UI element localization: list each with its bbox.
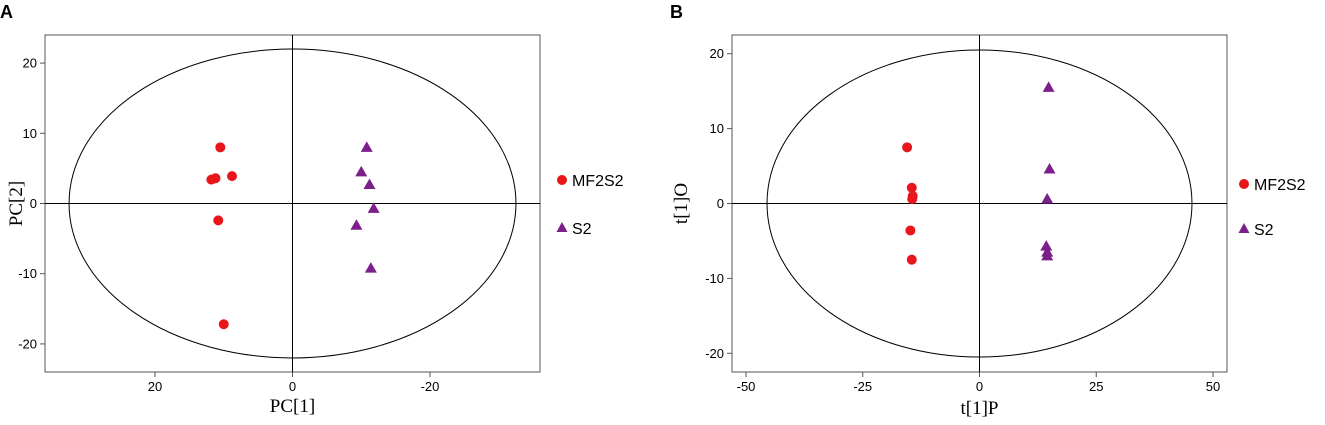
panel-b-s2-point xyxy=(1040,240,1053,251)
panel-b-scores-plot: B -50 -25 0 25 50 20 10 0 -10 -20 t[1]P t[1]O MF2… xyxy=(670,2,1306,419)
panel-b-mf2s2-point xyxy=(906,254,917,265)
panel-a-legend-circle-marker xyxy=(557,175,567,185)
panel-b-s2-point xyxy=(1041,249,1054,261)
panel-b-confidence-ellipse xyxy=(766,49,1193,358)
panel-b-s2-point xyxy=(1043,163,1056,174)
panel-a-x-tick-label: 0 xyxy=(289,379,296,394)
panel-b-y-tick-label: -20 xyxy=(705,346,724,361)
panel-a-x-axis-title: PC[1] xyxy=(270,396,315,417)
panel-b-y-tick-label: 20 xyxy=(710,46,724,61)
panel-b-legend-mf2s2-label: MF2S2 xyxy=(1254,177,1306,194)
panel-a-x-tick-label: -20 xyxy=(421,379,440,394)
panel-a-x-tick-label: 20 xyxy=(148,379,162,394)
panel-a-legend-triangle-marker xyxy=(556,222,568,232)
panel-b-marks: -50 -25 0 25 50 20 10 0 -10 -20 xyxy=(705,35,1227,394)
panel-a-y-tick-label: 0 xyxy=(30,196,37,211)
panel-b-y-tick-label: 0 xyxy=(717,196,724,211)
panel-b-mf2s2-point xyxy=(905,225,916,236)
panel-a-y-tick-label: -20 xyxy=(18,336,37,351)
panel-a-s2-point xyxy=(360,141,373,152)
panel-a-mf2s2-point xyxy=(227,171,237,182)
panel-a-s2-point xyxy=(363,178,376,190)
panel-a-confidence-ellipse xyxy=(68,48,517,359)
panel-b-mf2s2-point xyxy=(906,182,917,193)
panel-a-y-tick-label: 20 xyxy=(23,56,37,71)
panel-b-x-tick-label: -50 xyxy=(737,379,756,394)
panel-a-marks: 20 0 -20 20 10 0 -10 -20 xyxy=(18,35,540,394)
panel-b-y-tick-label: 10 xyxy=(710,121,724,136)
panel-a-scores-plot: A 20 0 -20 20 10 0 -10 -20 PC[1] PC[2] MF2S2 S2 xyxy=(0,2,624,417)
panel-b-legend: MF2S2 S2 xyxy=(1238,177,1306,239)
panel-b-x-tick-label: -25 xyxy=(853,379,872,394)
panel-a-mf2s2-point xyxy=(213,215,224,226)
panel-b-letter: B xyxy=(670,2,683,22)
panel-a-mf2s2-point xyxy=(218,319,229,330)
panel-a-s2-point xyxy=(364,262,377,273)
panel-a-y-axis-title: PC[2] xyxy=(6,181,27,226)
panel-b-x-axis-title: t[1]P xyxy=(961,398,999,419)
panel-a-y-tick-label: -10 xyxy=(18,266,37,281)
panel-a-mf2s2-point xyxy=(215,142,226,153)
panel-b-x-tick-label: 25 xyxy=(1089,379,1103,394)
panel-b-x-tick-label: 50 xyxy=(1206,379,1220,394)
panel-b-legend-circle-marker xyxy=(1239,179,1249,189)
panel-b-mf2s2-point xyxy=(907,194,918,205)
panel-b-y-tick-label: -10 xyxy=(705,271,724,286)
panel-a-legend: MF2S2 S2 xyxy=(556,173,624,238)
panel-b-mf2s2-point xyxy=(902,142,913,153)
panel-a-legend-s2-label: S2 xyxy=(572,221,592,238)
panel-a-s2-point xyxy=(367,202,380,213)
panel-a-y-tick-label: 10 xyxy=(23,126,37,141)
panel-b-y-axis-title: t[1]O xyxy=(671,183,692,224)
panel-b-s2-point xyxy=(1042,81,1055,92)
panel-a-letter: A xyxy=(0,2,13,22)
panel-a-legend-mf2s2-label: MF2S2 xyxy=(572,173,624,190)
panel-a-s2-point xyxy=(355,165,368,177)
panel-a-s2-point xyxy=(350,219,363,230)
panel-b-x-tick-label: 0 xyxy=(976,379,983,394)
panel-b-s2-point xyxy=(1041,193,1054,204)
panel-a-mf2s2-point xyxy=(206,174,217,185)
panel-b-legend-s2-label: S2 xyxy=(1254,222,1274,239)
panel-b-legend-triangle-marker xyxy=(1238,223,1250,233)
